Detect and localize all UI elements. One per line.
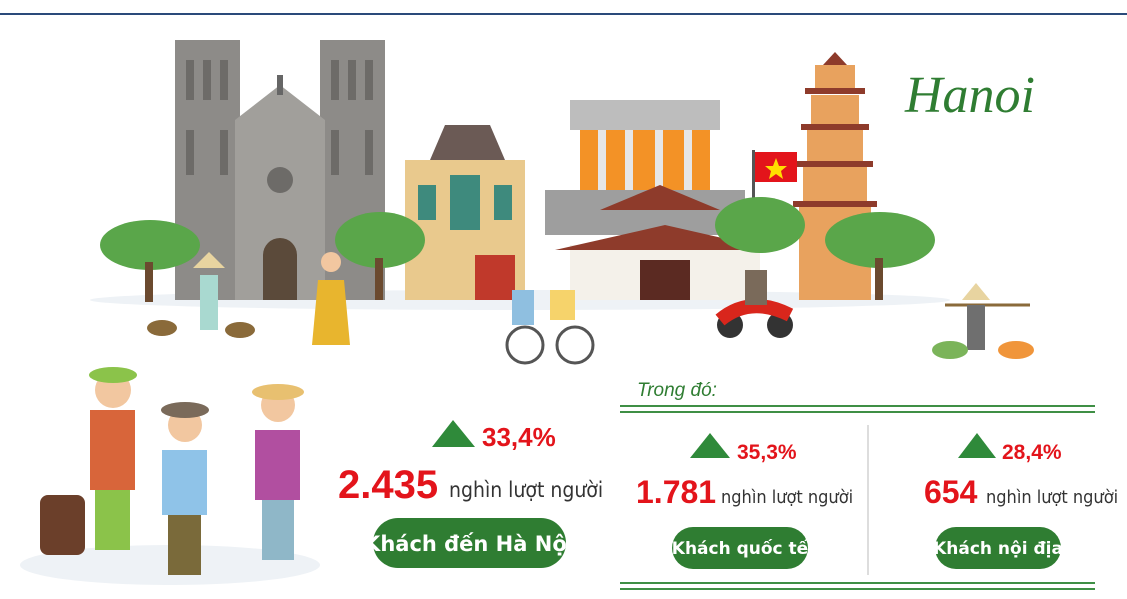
value: 654 [924,474,978,510]
label: Khách đến Hà Nội [364,532,574,556]
label: Khách nội địa [933,539,1063,559]
breakdown-title: Trong đó: [637,380,717,401]
value: 1.781 [636,474,716,510]
tourists [20,367,320,585]
skyline [90,40,1034,365]
value: 2.435 [338,463,438,507]
frame [620,405,1095,590]
unit: nghìn lượt người [986,487,1118,508]
label: Khách quốc tế [672,538,809,559]
label-pill [672,527,808,569]
unit: nghìn lượt người [721,487,853,508]
change: 35,3% [737,441,797,464]
up-arrow [432,420,475,447]
unit: nghìn lượt người [449,478,603,502]
up-arrow [958,433,996,458]
change: 28,4% [1002,441,1062,464]
label-pill [935,527,1061,569]
title: Hanoi [904,67,1035,124]
label-pill [373,518,566,568]
up-arrow [690,433,730,458]
change: 33,4% [482,422,556,452]
